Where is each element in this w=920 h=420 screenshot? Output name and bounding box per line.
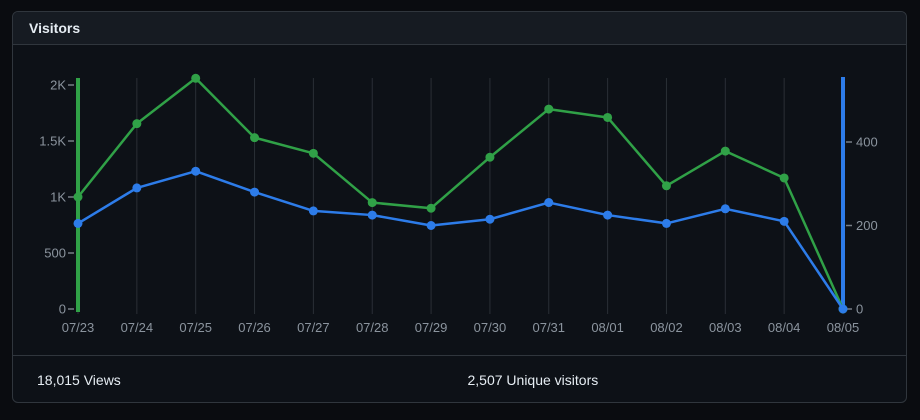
total-views: 18,015 Views [37, 372, 121, 388]
x-axis-label: 08/01 [591, 320, 624, 335]
data-point-views[interactable] [426, 203, 436, 213]
card-header: Visitors [13, 12, 906, 45]
left-axis-tick-label: 0 [59, 302, 66, 317]
data-point-views[interactable] [603, 112, 613, 122]
left-axis-tick-label: 2K [50, 78, 66, 93]
data-point-views[interactable] [485, 152, 495, 162]
data-point-views[interactable] [73, 192, 83, 202]
data-point-views[interactable] [779, 173, 789, 183]
traffic-chart[interactable]: 0 500 1K 1.5K 2K 0 200 400 07/23 07/24 07/25 07/26 0… [13, 45, 906, 355]
data-point-unique-visitors[interactable] [720, 204, 730, 214]
visitors-card: Visitors 0 500 1K 1.5K 2K 0 200 400 07/23 07/24 07… [12, 11, 907, 403]
card-footer: 18,015 Views 2,507 Unique visitors [13, 355, 906, 402]
data-point-views[interactable] [132, 119, 142, 129]
right-axis-tick-label: 0 [856, 302, 863, 317]
right-axis-tick-label: 400 [856, 135, 878, 150]
x-axis-label: 07/29 [415, 320, 448, 335]
data-point-unique-visitors[interactable] [308, 206, 318, 216]
left-axis-tick-label: 500 [44, 246, 66, 261]
series-line-unique-visitors [76, 169, 845, 311]
data-point-views[interactable] [661, 181, 671, 191]
x-axis-label: 07/25 [179, 320, 212, 335]
data-point-unique-visitors[interactable] [485, 214, 495, 224]
data-point-unique-visitors[interactable] [838, 304, 848, 314]
data-point-views[interactable] [308, 148, 318, 158]
data-point-views[interactable] [720, 146, 730, 156]
data-point-views[interactable] [367, 198, 377, 208]
data-point-unique-visitors[interactable] [603, 210, 613, 220]
data-point-unique-visitors[interactable] [779, 216, 789, 226]
x-axis-label: 08/05 [827, 320, 860, 335]
right-axis-tick-label: 200 [856, 218, 878, 233]
x-axis-label: 08/04 [768, 320, 801, 335]
data-point-unique-visitors[interactable] [426, 221, 436, 230]
traffic-chart-svg[interactable]: 0 500 1K 1.5K 2K 0 200 400 07/23 07/24 07/25 07/26 0… [13, 45, 906, 355]
x-axis-label: 07/31 [532, 320, 565, 335]
data-point-unique-visitors[interactable] [250, 187, 260, 197]
data-point-unique-visitors[interactable] [661, 218, 671, 228]
x-axis-label: 07/30 [474, 320, 507, 335]
data-point-unique-visitors[interactable] [191, 166, 201, 176]
x-axis-label: 08/03 [709, 320, 742, 335]
x-axis-label: 08/02 [650, 320, 683, 335]
x-axis-label: 07/28 [356, 320, 389, 335]
data-point-views[interactable] [191, 73, 201, 83]
data-point-unique-visitors[interactable] [544, 198, 554, 208]
total-unique-visitors: 2,507 Unique visitors [467, 372, 599, 388]
left-axis-tick-label: 1.5K [39, 134, 66, 149]
left-axis-tick-label: 1K [50, 190, 66, 205]
x-axis-label: 07/23 [62, 320, 95, 335]
card-title: Visitors [29, 20, 81, 36]
data-point-unique-visitors[interactable] [73, 218, 83, 228]
data-point-views[interactable] [544, 104, 554, 114]
x-axis-label: 07/26 [238, 320, 271, 335]
data-point-unique-visitors[interactable] [132, 183, 142, 193]
data-point-unique-visitors[interactable] [367, 210, 377, 220]
x-axis-label: 07/24 [121, 320, 154, 335]
data-point-views[interactable] [250, 133, 260, 143]
x-axis-label: 07/27 [297, 320, 330, 335]
series-line-views [76, 77, 845, 311]
